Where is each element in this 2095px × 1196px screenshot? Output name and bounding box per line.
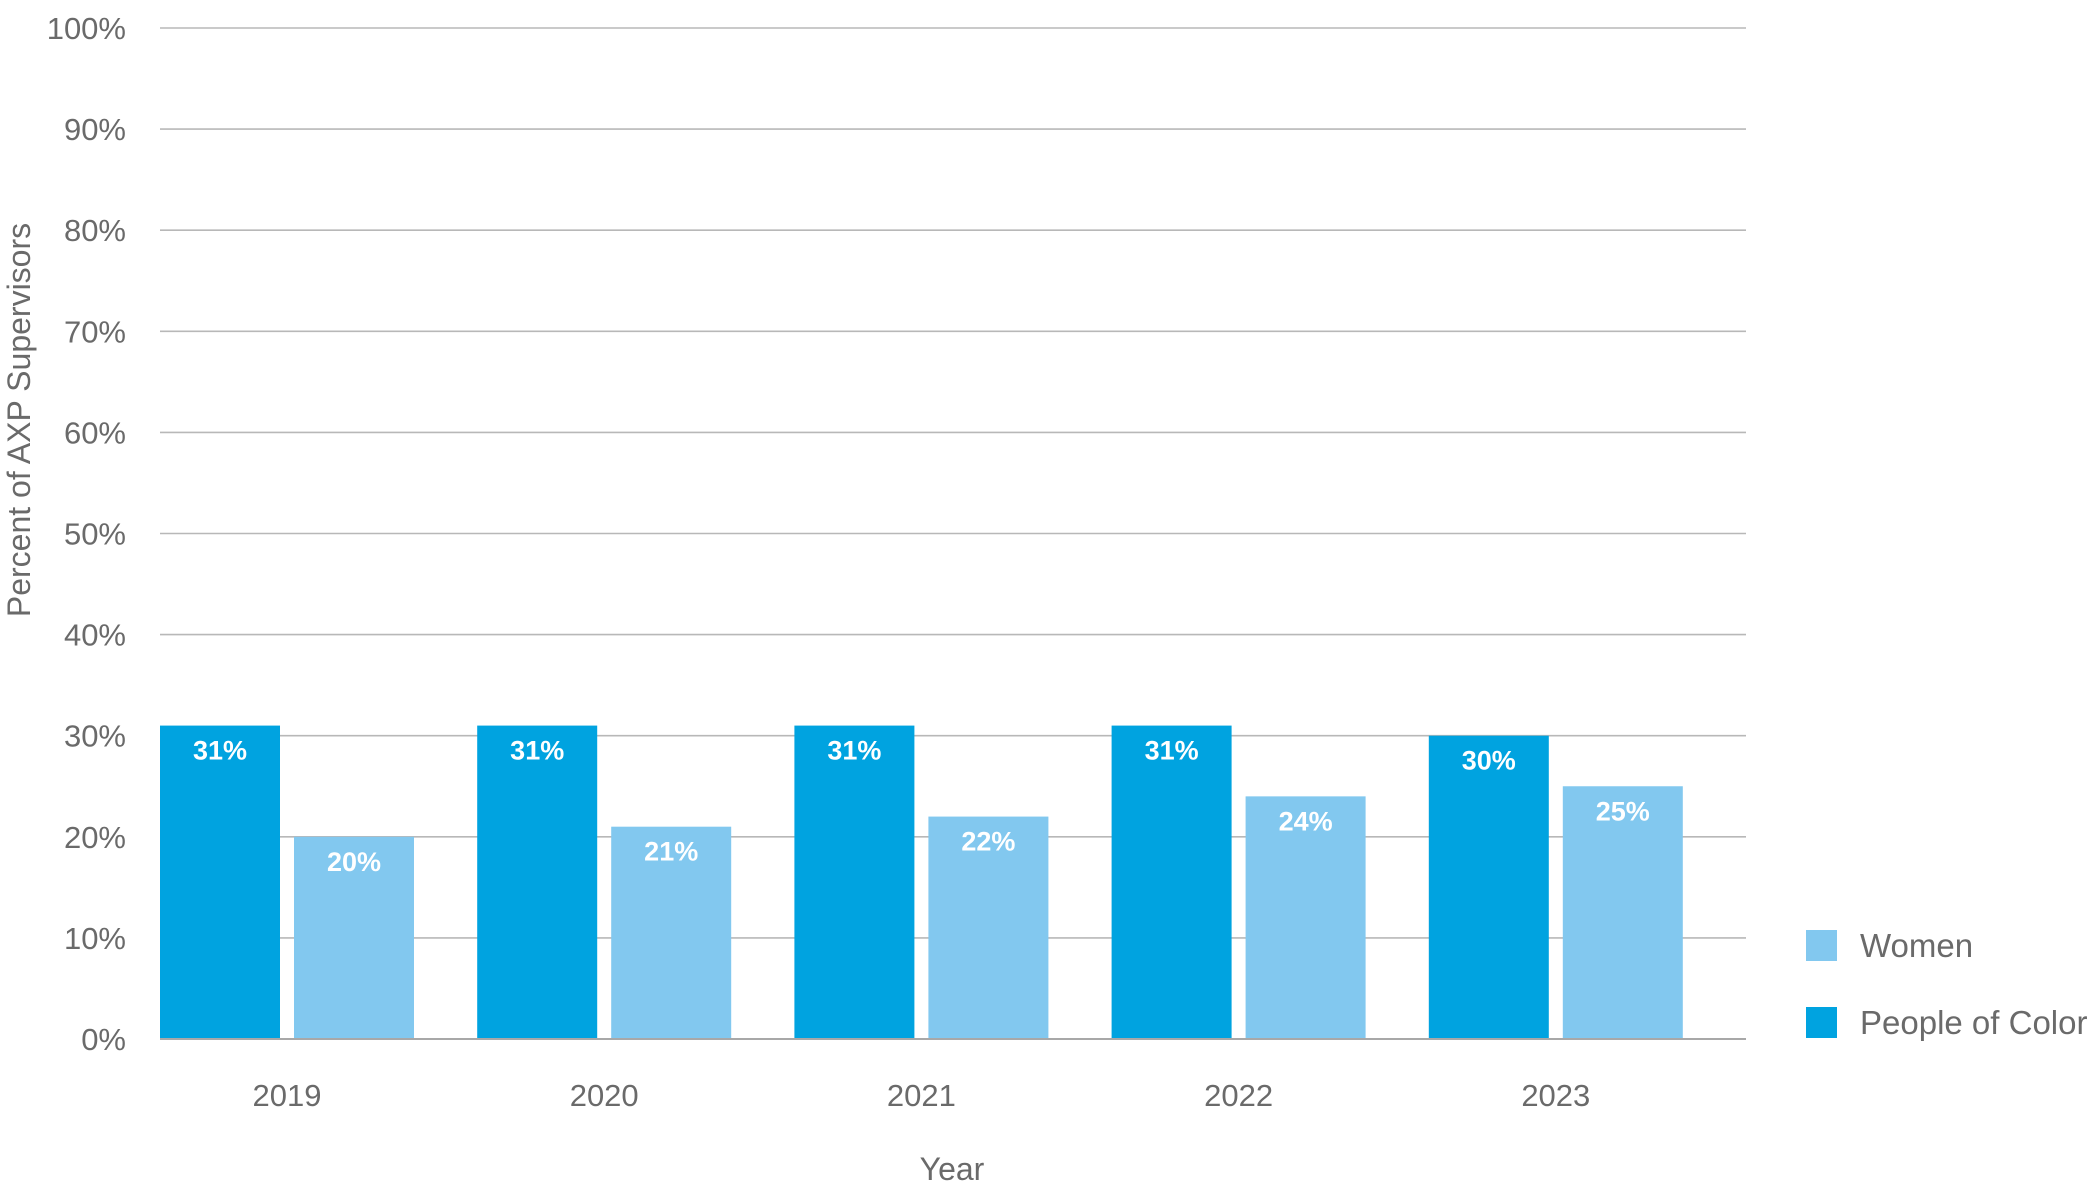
bar-women-2023 [1562,786,1683,1039]
bar-women-2022 [1245,796,1366,1039]
y-tick-label: 70% [64,314,126,349]
data-label: 21% [644,837,698,867]
x-tick-label: 2021 [887,1078,956,1113]
data-labels: 31% 20% 31% 21% 31% 22% 31% 24% 30% 25% [193,736,1650,877]
y-axis-title: Percent of AXP Supervisors [1,223,37,617]
data-label: 31% [193,736,247,766]
legend-label-people-of-color: People of Color [1860,1004,2087,1041]
x-axis-ticks: 2019 2020 2021 2022 2023 [253,1078,1591,1113]
y-tick-label: 20% [64,820,126,855]
data-label: 25% [1596,796,1650,826]
y-tick-label: 80% [64,213,126,248]
data-label: 31% [1145,736,1199,766]
bar-women-2019 [294,836,414,1039]
y-tick-label: 30% [64,719,126,754]
x-tick-label: 2022 [1204,1078,1273,1113]
bar-people-of-color-2019 [160,725,280,1039]
data-label: 31% [827,736,881,766]
y-axis-ticks: 0% 10% 20% 30% 40% 50% 60% 70% 80% 90% 100% [47,11,126,1057]
y-tick-label: 0% [81,1022,126,1057]
bar-women-2021 [928,816,1049,1039]
legend-label-women: Women [1860,927,1973,964]
legend-swatch-women [1806,930,1837,961]
data-label: 20% [327,847,381,877]
x-axis-title: Year [920,1151,985,1187]
x-tick-label: 2023 [1521,1078,1590,1113]
bar-people-of-color-2023 [1428,735,1549,1039]
y-tick-label: 40% [64,618,126,653]
data-label: 22% [961,827,1015,857]
data-label: 24% [1279,806,1333,836]
x-tick-label: 2020 [570,1078,639,1113]
gridlines [160,27,1746,939]
y-tick-label: 50% [64,517,126,552]
y-tick-label: 100% [47,11,126,46]
data-label: 31% [510,736,564,766]
bars [160,725,1683,1039]
bar-people-of-color-2022 [1111,725,1232,1039]
bar-women-2020 [611,826,732,1039]
data-label: 30% [1462,746,1516,776]
x-tick-label: 2019 [253,1078,322,1113]
bar-people-of-color-2021 [794,725,915,1039]
y-tick-label: 60% [64,415,126,450]
bar-people-of-color-2020 [477,725,598,1039]
y-tick-label: 10% [64,921,126,956]
legend-swatch-people-of-color [1806,1007,1837,1038]
y-tick-label: 90% [64,112,126,147]
legend: Women People of Color [1806,927,2087,1041]
